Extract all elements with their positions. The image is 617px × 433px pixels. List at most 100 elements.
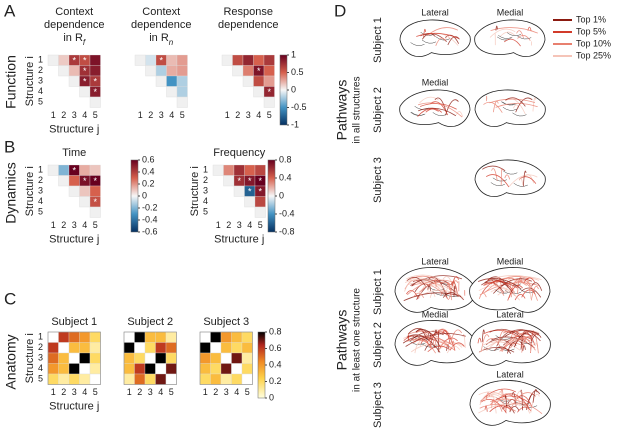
pathway bbox=[477, 337, 482, 344]
pathway bbox=[482, 341, 521, 351]
heatmap-cell bbox=[232, 54, 244, 66]
pathway bbox=[499, 342, 524, 352]
heatmap-cell bbox=[166, 65, 178, 77]
brain-outline bbox=[394, 267, 476, 313]
sulcus bbox=[495, 335, 512, 340]
pathway bbox=[402, 336, 435, 344]
heatmap-cell bbox=[89, 65, 101, 77]
pathway bbox=[522, 170, 527, 187]
pathway bbox=[489, 405, 511, 413]
colorbar-tick-label: 0 bbox=[279, 190, 284, 200]
heatmap-cell bbox=[263, 54, 275, 66]
empty-cell bbox=[155, 75, 167, 87]
x-tick-label: 1 bbox=[203, 387, 208, 397]
brain bbox=[399, 19, 471, 57]
empty-cell bbox=[47, 331, 59, 343]
heatmap-cell bbox=[253, 75, 265, 87]
significance-star: * bbox=[72, 166, 76, 176]
pathway bbox=[490, 394, 497, 414]
heatmap-cell bbox=[155, 65, 167, 77]
empty-cell bbox=[68, 75, 80, 87]
x-axis-label: Structure j bbox=[214, 233, 264, 245]
pathway bbox=[451, 340, 456, 351]
heatmap bbox=[221, 54, 275, 108]
brain bbox=[469, 267, 551, 313]
x-tick-label: 3 bbox=[237, 220, 242, 230]
heatmap-cell bbox=[176, 86, 188, 98]
heatmap-cell bbox=[144, 342, 156, 354]
pathway bbox=[417, 102, 463, 118]
view-label: Medial bbox=[422, 77, 449, 87]
pathway bbox=[491, 336, 535, 349]
pathway bbox=[521, 287, 542, 298]
heatmap bbox=[134, 54, 188, 108]
y-tick-label: 3 bbox=[38, 76, 43, 86]
empty-cell bbox=[210, 342, 222, 354]
heatmap-cell bbox=[134, 352, 146, 364]
x-tick-label: 4 bbox=[82, 220, 87, 230]
x-tick-label: 2 bbox=[137, 387, 142, 397]
x-axis-label: Structure j bbox=[49, 123, 99, 135]
heatmap-cell bbox=[123, 342, 135, 354]
pathway bbox=[500, 388, 504, 397]
pathway bbox=[490, 27, 538, 34]
empty-cell bbox=[223, 175, 235, 187]
empty-cell bbox=[166, 86, 178, 98]
sulcus bbox=[513, 183, 528, 187]
x-tick-label: 5 bbox=[180, 110, 185, 120]
heatmap-cell bbox=[241, 331, 253, 343]
heatmap-cell bbox=[263, 75, 275, 87]
x-tick-label: 3 bbox=[148, 387, 153, 397]
y-tick-label: 3 bbox=[38, 353, 43, 363]
pathway bbox=[412, 340, 436, 354]
heatmap-cell bbox=[166, 54, 178, 66]
significance-star: * bbox=[93, 87, 97, 97]
pathway bbox=[495, 102, 538, 108]
y-tick-label: 1 bbox=[38, 55, 43, 65]
pathway bbox=[481, 280, 507, 293]
pathway bbox=[513, 104, 520, 109]
empty-cell bbox=[134, 342, 146, 354]
empty-cell bbox=[263, 96, 275, 108]
sulcus bbox=[490, 182, 505, 187]
empty-cell bbox=[253, 86, 265, 98]
heatmap-cell bbox=[58, 331, 70, 343]
x-tick-label: 5 bbox=[169, 387, 174, 397]
pathway bbox=[416, 32, 459, 39]
row-subtitle: in at least one structure bbox=[352, 288, 363, 392]
pathway bbox=[509, 329, 541, 342]
heatmap-cell bbox=[58, 54, 70, 66]
x-tick-label: 5 bbox=[93, 387, 98, 397]
heatmap-cell bbox=[47, 352, 59, 364]
significance-star: * bbox=[159, 56, 163, 66]
pathway bbox=[405, 333, 466, 347]
pathway bbox=[451, 276, 460, 286]
x-tick-label: 1 bbox=[51, 110, 56, 120]
sulcus bbox=[421, 343, 438, 348]
x-tick-label: 2 bbox=[61, 110, 66, 120]
heatmap-cell bbox=[254, 164, 266, 176]
colorbar-tick-label: 0 bbox=[291, 84, 296, 94]
heatmap-cell bbox=[199, 352, 211, 364]
heatmap-cell bbox=[220, 342, 232, 354]
pathway bbox=[518, 177, 524, 186]
empty-cell bbox=[47, 164, 59, 176]
heatmap bbox=[199, 331, 253, 385]
x-tick-label: 3 bbox=[72, 110, 77, 120]
brain bbox=[474, 89, 546, 127]
empty-cell bbox=[244, 196, 256, 208]
colorbar-tick-label: 0 bbox=[269, 392, 274, 402]
empty-cell bbox=[68, 185, 80, 197]
pathway bbox=[508, 281, 512, 298]
heatmap-cell bbox=[231, 352, 243, 364]
colorbar-tick-label: 0 bbox=[142, 190, 147, 200]
legend-label: Top 10% bbox=[576, 38, 611, 48]
heatmap-cell bbox=[68, 363, 80, 375]
heatmap-cell bbox=[79, 352, 91, 364]
pathway bbox=[510, 336, 534, 349]
pathway bbox=[425, 108, 443, 113]
pathway bbox=[500, 168, 503, 186]
x-tick-label: 5 bbox=[267, 110, 272, 120]
pathway bbox=[434, 97, 447, 113]
